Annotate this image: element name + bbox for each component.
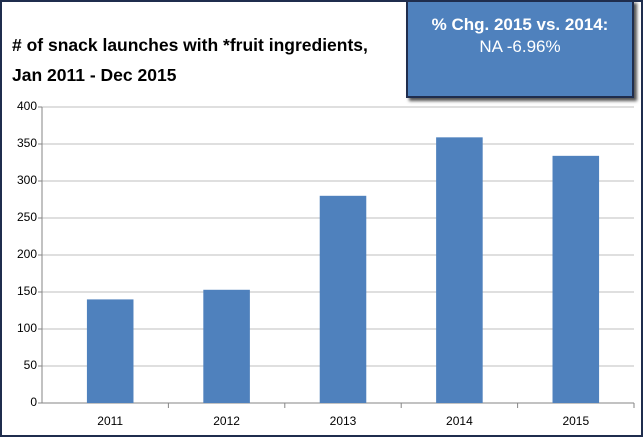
y-tick-label: 0: [30, 395, 37, 409]
x-tick-label: 2013: [330, 414, 357, 428]
annotation-heading: % Chg. 2015 vs. 2014:: [431, 15, 609, 34]
annotation-box: % Chg. 2015 vs. 2014: NA -6.96%: [406, 2, 634, 98]
bar: [436, 137, 483, 403]
y-tick-label: 250: [17, 210, 37, 224]
x-tick-label: 2011: [97, 414, 123, 428]
y-tick-label: 200: [17, 247, 37, 261]
x-tick-label: 2015: [562, 414, 589, 428]
bar: [203, 289, 250, 403]
chart-title: # of snack launches with *fruit ingredie…: [12, 35, 368, 85]
y-tick-label: 150: [17, 284, 37, 298]
y-tick-label: 400: [17, 99, 37, 113]
y-tick-label: 50: [24, 358, 38, 372]
bar: [86, 299, 134, 403]
bar: [552, 155, 600, 403]
y-tick-label: 100: [17, 321, 37, 335]
y-tick-label: 300: [17, 173, 37, 187]
x-tick-label: 2014: [446, 414, 473, 428]
annotation-text: NA -6.96%: [479, 37, 561, 56]
x-tick-label: 2012: [213, 414, 240, 428]
bar: [319, 195, 367, 403]
y-tick-label: 350: [17, 136, 37, 150]
